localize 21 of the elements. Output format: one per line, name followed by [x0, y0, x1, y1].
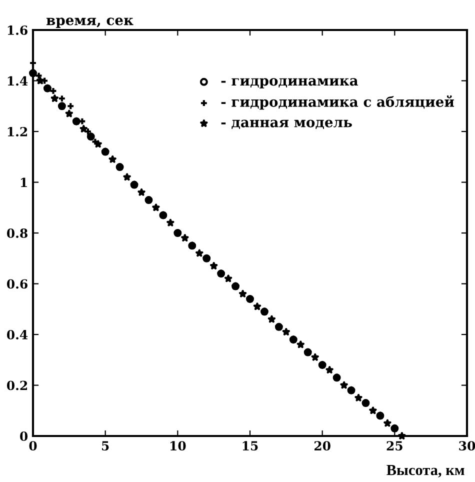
y-tick-label: 0.6 [6, 279, 28, 289]
y-tick-label: 1.4 [8, 76, 28, 86]
legend-label: - данная модель [221, 120, 352, 130]
y-tick-label: 0.4 [6, 330, 28, 340]
x-tick-label: 0 [29, 441, 37, 451]
x-tick-label: 20 [314, 441, 330, 451]
x-tick-label: 25 [386, 441, 402, 451]
x-tick-label: 15 [242, 441, 258, 451]
y-tick-label: 1.6 [8, 25, 28, 35]
y-tick-label: 0 [20, 431, 28, 441]
x-tick-label: 5 [102, 441, 109, 451]
legend-label: - гидродинамика [221, 78, 358, 88]
y-tick-label: 0.2 [6, 380, 28, 390]
x-tick-label: 10 [170, 441, 186, 451]
x-axis-title: Высота, км [386, 465, 464, 478]
x-tick-label: 30 [459, 441, 475, 451]
legend-label: - гидродинамика с абляцией [221, 95, 454, 110]
y-tick-label: 0.8 [6, 228, 28, 238]
y-axis-title: время, сек [46, 18, 134, 28]
y-tick-label: 1 [20, 178, 27, 187]
y-tick-label: 1.2 [8, 126, 28, 136]
